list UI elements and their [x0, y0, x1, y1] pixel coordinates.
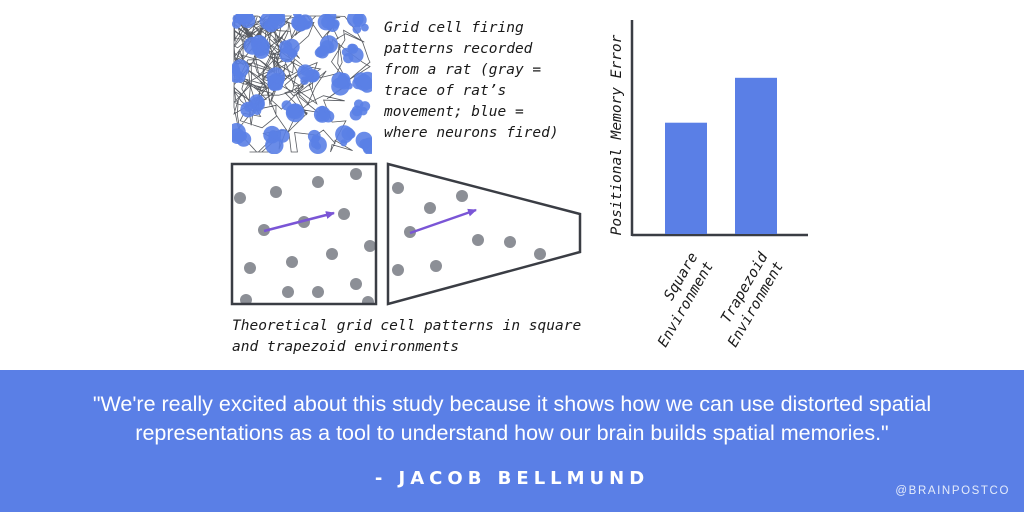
grid-dot — [472, 234, 484, 246]
theory-caption: Theoretical grid cell patterns in square… — [232, 316, 612, 358]
grid-dot — [338, 208, 350, 220]
quote-text: "We're really excited about this study b… — [92, 392, 932, 445]
grid-dot — [350, 278, 362, 290]
grid-dot — [504, 236, 516, 248]
firing-blob — [348, 43, 359, 54]
firing-blob — [305, 69, 319, 83]
firing-blob — [232, 19, 242, 29]
grid-dot — [234, 192, 246, 204]
grid-dot — [430, 260, 442, 272]
firing-blob — [355, 131, 372, 149]
firing-blob — [315, 110, 327, 122]
firing-blob — [291, 14, 307, 31]
firing-blob — [352, 24, 362, 34]
firing-blob — [341, 47, 351, 57]
firing-blob — [244, 103, 253, 112]
trapezoid-direction-arrow — [409, 208, 477, 235]
firing-blob — [303, 20, 311, 29]
firing-blob — [232, 59, 250, 78]
grid-dot — [392, 264, 404, 276]
positional-memory-error-chart: Positional Memory Error SquareEnvironmen… — [609, 20, 808, 350]
square-environment-diagram — [230, 162, 378, 306]
firing-blob — [239, 14, 256, 29]
firing-blob — [268, 73, 285, 89]
rat-caption-line: patterns recorded — [384, 41, 533, 57]
square-grid-dots — [234, 168, 376, 304]
rat-caption-line: where neurons fired) — [384, 125, 559, 141]
firing-blob — [337, 72, 351, 86]
theory-caption-line: and trapezoid environments — [232, 339, 459, 355]
bar-2 — [735, 77, 777, 234]
rat-caption-line: movement; blue = — [384, 104, 524, 120]
bar-1 — [665, 122, 707, 234]
rat-caption-line: trace of rat’s — [384, 83, 507, 99]
trapezoid-environment-border — [386, 162, 582, 306]
firing-blob — [265, 136, 284, 154]
trapezoid-grid-dots — [392, 182, 546, 292]
grid-dot — [456, 190, 468, 202]
trapezoid-environment-diagram — [386, 162, 582, 306]
firing-blob — [314, 142, 322, 150]
y-axis-label: Positional Memory Error — [609, 34, 625, 235]
firing-blob — [335, 125, 354, 144]
rat-movement-trace-figure — [232, 14, 372, 154]
theory-caption-line: Theoretical grid cell patterns in square — [232, 318, 582, 334]
firing-blob — [253, 42, 270, 59]
firing-blob — [317, 14, 335, 31]
grid-dot — [364, 240, 376, 252]
grid-dot — [362, 296, 374, 304]
grid-dot — [244, 262, 256, 274]
grid-dot — [286, 256, 298, 268]
square-direction-arrow — [263, 211, 335, 233]
firing-blob — [289, 49, 298, 58]
square-environment-border — [230, 162, 378, 306]
grid-dot — [326, 248, 338, 260]
neuron-firing-fields — [232, 14, 372, 154]
firing-blob — [354, 99, 364, 109]
firing-blob — [269, 14, 286, 25]
firing-blob — [354, 17, 361, 24]
grid-dot — [240, 294, 252, 304]
rat-caption: Grid cell firing patterns recorded from … — [384, 18, 584, 144]
grid-dot — [350, 168, 362, 180]
firing-blob — [349, 108, 362, 121]
x-tick-label: TrapezoidEnvironment — [710, 250, 788, 350]
grid-dot — [312, 286, 324, 298]
grid-dot — [270, 186, 282, 198]
grid-dot — [534, 248, 546, 260]
x-tick-label: SquareEnvironment — [640, 250, 717, 350]
grid-dot — [392, 182, 404, 194]
social-handle: @BRAINPOSTCO — [895, 485, 1010, 497]
firing-blob — [232, 128, 246, 144]
quote-banner: "We're really excited about this study b… — [0, 370, 1024, 512]
firing-blob — [285, 103, 305, 123]
rat-caption-line: from a rat (gray = — [384, 62, 542, 78]
grid-dot — [312, 176, 324, 188]
grid-dot — [424, 202, 436, 214]
quote-author: - JACOB BELLMUND — [374, 468, 650, 489]
grid-dot — [282, 286, 294, 298]
firing-blob — [353, 72, 369, 87]
firing-blob — [314, 47, 325, 58]
rat-caption-line: Grid cell firing — [384, 20, 524, 36]
